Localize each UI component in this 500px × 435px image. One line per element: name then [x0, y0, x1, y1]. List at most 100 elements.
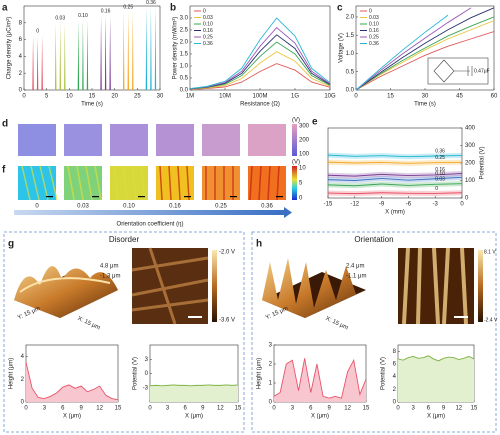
series-label: 0.10: [78, 13, 88, 19]
annotation: Y: 15 μm: [17, 306, 41, 322]
fiber: [131, 165, 137, 201]
annotation: Y: 15 μm: [265, 306, 289, 322]
series-label: 0.03: [435, 177, 445, 183]
y-tick-label: 6: [19, 37, 23, 43]
y-tick-label: 2: [19, 71, 23, 77]
y-tick-label: 1.5: [346, 33, 355, 39]
afm-image: [398, 247, 474, 325]
x-axis-title: Time (s): [414, 102, 436, 108]
x-tick-label: 15: [89, 94, 96, 100]
y-axis-title: Height (μm): [9, 358, 15, 389]
x-tick-label: 12: [455, 406, 462, 412]
fiber: [48, 165, 58, 201]
panel-box: [3, 231, 245, 433]
y-tick-label: 1: [269, 381, 273, 387]
y-tick-label: 0: [465, 196, 469, 202]
annotation: -1.3 μm: [100, 274, 120, 280]
fiber: [122, 165, 128, 201]
x-tick-label: 0: [148, 406, 152, 412]
sample-images: 0 0.03 0.10 0.16 0.25 0.36: [18, 124, 286, 210]
y-tick-label: 4: [21, 354, 25, 360]
y-tick-label: 100: [465, 178, 476, 184]
y-tick-label: 300: [465, 143, 476, 149]
spike: [127, 11, 129, 90]
spike: [109, 16, 111, 90]
legend-label: 0.16: [203, 28, 213, 34]
sample-label: 0.36: [261, 204, 273, 210]
x-tick-label: 0: [460, 202, 464, 208]
surface-3d: [262, 258, 366, 318]
line: [189, 63, 331, 90]
x-tick-label: 3: [166, 406, 170, 412]
legend-label: 0.25: [203, 34, 213, 40]
colorbar-label: 0: [299, 196, 303, 202]
fiber: [39, 165, 49, 201]
fiber: [21, 165, 31, 201]
line: [327, 173, 463, 177]
annotation: -1.1 μm: [346, 274, 366, 280]
scale-bar: [92, 196, 99, 198]
line: [397, 355, 475, 362]
spike: [150, 6, 152, 91]
y-tick-label: 2: [21, 377, 25, 383]
sample-label: 0.16: [169, 204, 181, 210]
sample-image: [202, 166, 240, 200]
spike: [132, 11, 134, 91]
arrow-head: [284, 207, 292, 218]
line: [189, 41, 331, 90]
panel-label: b: [170, 3, 176, 14]
y-tick-label: 0: [21, 400, 25, 406]
x-tick-label: -3: [433, 202, 439, 208]
line: [327, 161, 463, 164]
fiber: [186, 165, 190, 201]
fiber: [30, 165, 40, 201]
panel-label: a: [2, 3, 8, 14]
spike: [86, 20, 89, 91]
spike: [59, 21, 61, 90]
y-axis-title: Height (μm): [257, 358, 263, 389]
sample-label: 0.10: [123, 204, 135, 210]
sample-image: [202, 124, 240, 156]
x-axis-title: X (mm): [385, 210, 405, 216]
series-label: 0: [435, 186, 438, 192]
y-tick-label: 2.0: [180, 40, 189, 46]
colorbar-unit: (V): [292, 118, 300, 124]
x-tick-label: 10: [66, 94, 73, 100]
scale-bar: [138, 196, 145, 198]
y-tick-label: 2: [393, 387, 397, 393]
sample-image: [248, 124, 286, 156]
fiber: [267, 165, 271, 201]
y-tick-label: 3: [145, 357, 149, 363]
x-tick-label: 0: [24, 406, 28, 412]
x-tick-label: 3: [291, 406, 295, 412]
x-tick-label: 15: [363, 406, 370, 412]
y-tick-label: 0.5: [180, 76, 189, 82]
colorbar: [212, 250, 217, 322]
y-tick-label: 3.0: [180, 16, 189, 22]
line: [25, 361, 119, 401]
line: [189, 51, 331, 90]
spike: [41, 35, 43, 90]
fiber: [258, 165, 262, 201]
series-label: 0.36: [435, 148, 445, 154]
y-axis-title: Potential (V): [381, 357, 387, 390]
surface-3d: [14, 266, 118, 318]
sample-label: 0.03: [77, 204, 89, 210]
x-tick-label: 9: [328, 406, 332, 412]
line: [327, 154, 463, 158]
legend-label: 0.10: [203, 21, 213, 27]
y-tick-label: 2: [269, 362, 273, 368]
line: [327, 183, 463, 187]
line: [327, 192, 463, 195]
line: [355, 20, 495, 91]
y-tick-label: 6: [393, 362, 397, 368]
x-tick-label: 6: [309, 406, 313, 412]
fiber: [94, 165, 102, 201]
x-tick-label: 5: [45, 94, 49, 100]
x-axis-title: Time (s): [81, 102, 103, 108]
line: [189, 17, 331, 90]
x-tick-label: 30: [157, 94, 164, 100]
sample-label: 0: [35, 204, 39, 210]
y-tick-label: 0.5: [346, 69, 355, 75]
series-label: 0.25: [123, 4, 133, 10]
